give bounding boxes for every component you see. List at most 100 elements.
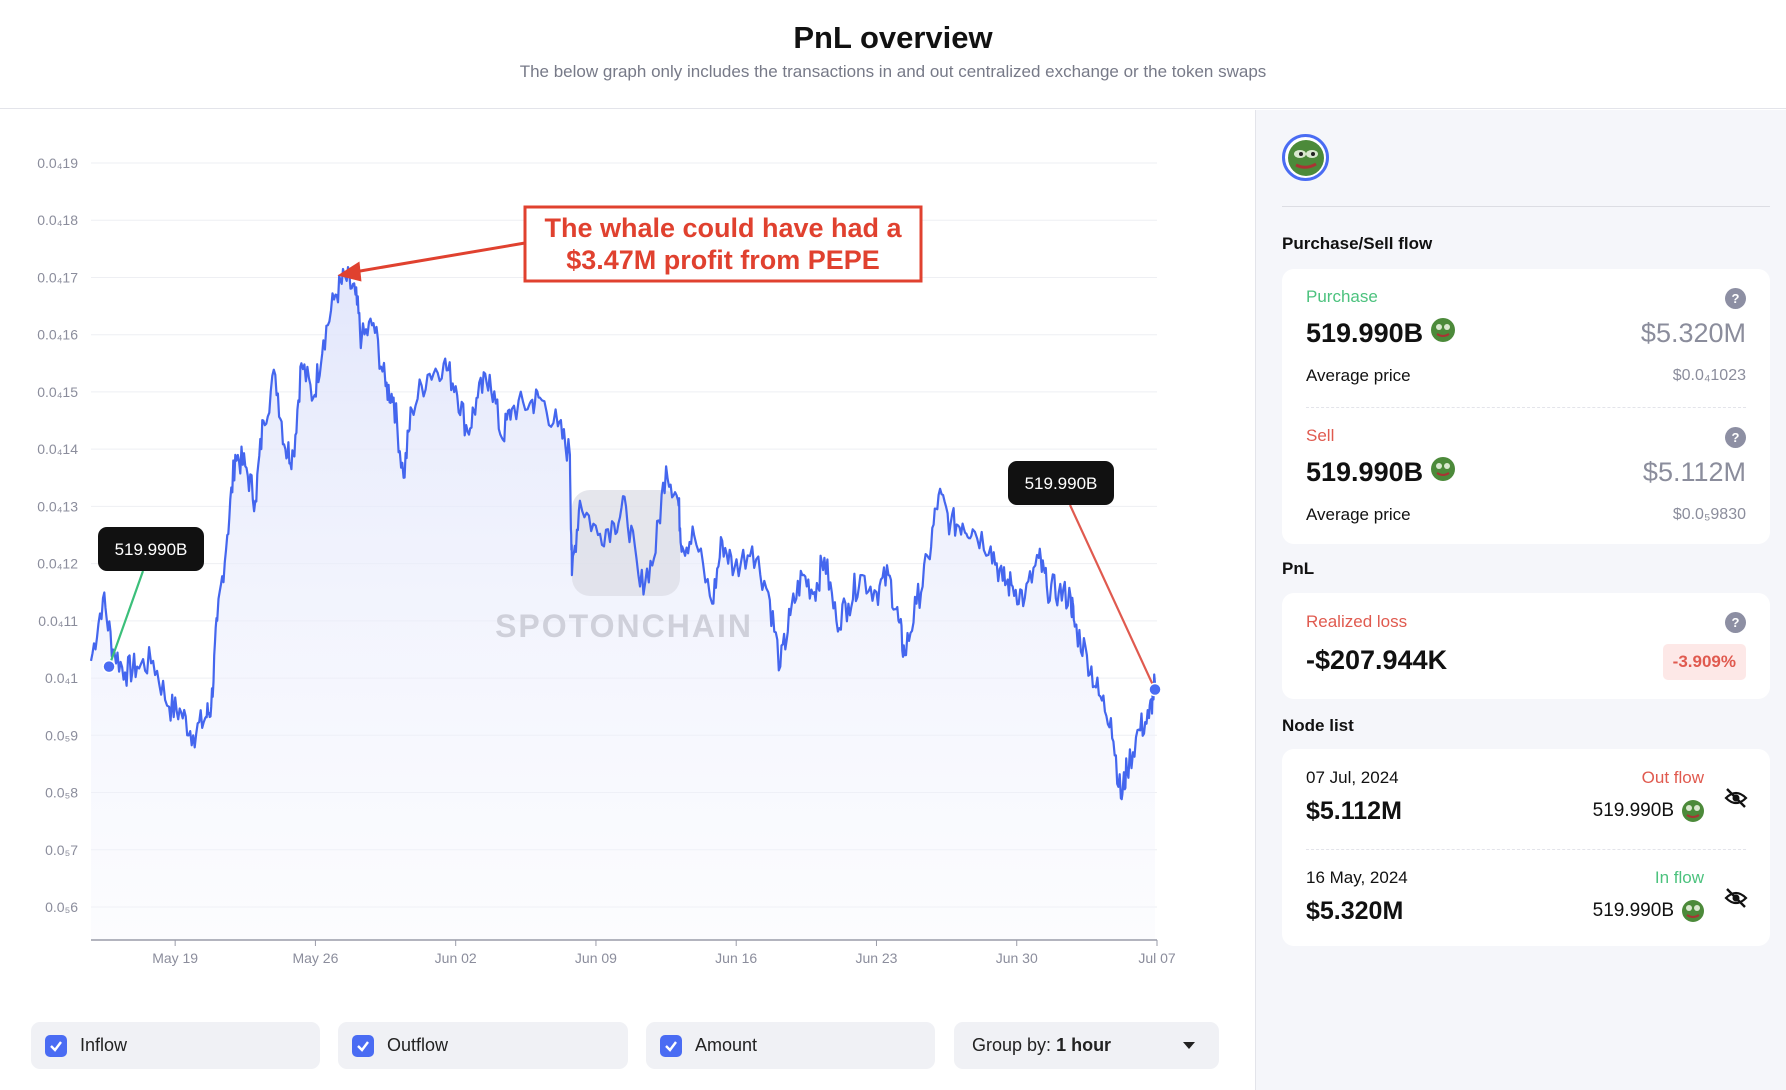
page-header: PnL overview The below graph only includ… xyxy=(0,0,1786,109)
help-icon[interactable]: ? xyxy=(1725,612,1746,633)
price-area xyxy=(91,267,1155,941)
pnl-card: Realized loss ? -$207.944K -3.909% xyxy=(1282,593,1770,699)
inflow-tooltip-label: 519.990B xyxy=(115,540,188,559)
y-tick-label: 0.0₄14 xyxy=(37,441,78,457)
y-tick-label: 0.0₄18 xyxy=(37,212,78,228)
annotation-text: The whale could have had a xyxy=(544,213,902,243)
amount-label: Amount xyxy=(695,1035,758,1055)
purchase-avg-price: $0.0₄1023 xyxy=(1672,367,1746,384)
loss-percent-badge: -3.909% xyxy=(1662,644,1746,680)
chevron-down-icon xyxy=(1183,1042,1195,1049)
pepe-icon xyxy=(1431,318,1456,349)
purchase-avg-label: Average price xyxy=(1306,366,1411,385)
pnl-title: PnL xyxy=(1282,559,1315,578)
sell-amount-value: 519.990B xyxy=(1306,457,1424,487)
x-tick-label: May 19 xyxy=(152,950,198,966)
chart-panel: 0.0₄19 0.0₄18 0.0₄17 0.0₄16 0.0₄15 0.0₄14 0.0₄… xyxy=(0,110,1255,1090)
annotation-box xyxy=(523,205,923,283)
divider xyxy=(1282,206,1770,207)
node-date: 07 Jul, 2024 xyxy=(1306,768,1399,787)
realized-loss-label: Realized loss xyxy=(1306,612,1408,631)
sell-amount: 519.990B xyxy=(1306,457,1456,488)
inflow-label: Inflow xyxy=(80,1035,128,1055)
sell-avg-label: Average price xyxy=(1306,505,1411,524)
x-tick-label: May 26 xyxy=(292,950,338,966)
outflow-connector xyxy=(1069,504,1156,690)
checkbox-checked-icon[interactable] xyxy=(45,1034,67,1057)
inflow-toggle[interactable]: Inflow xyxy=(31,1022,320,1069)
checkbox-checked-icon[interactable] xyxy=(660,1034,682,1057)
watermark-text: SPOTONCHAIN xyxy=(495,608,753,644)
node-item[interactable]: 07 Jul, 2024 Out flow $5.112M 519.990B xyxy=(1282,749,1770,849)
help-icon[interactable]: ? xyxy=(1725,288,1746,309)
y-tick-label: 0.0₄15 xyxy=(37,384,78,400)
pepe-icon xyxy=(1431,457,1456,488)
token-avatar xyxy=(1282,134,1329,181)
node-value: $5.320M xyxy=(1306,897,1404,925)
y-tick-label: 0.0₄12 xyxy=(37,556,78,572)
outflow-point xyxy=(1148,682,1162,697)
node-item[interactable]: 16 May, 2024 In flow $5.320M 519.990B xyxy=(1282,849,1770,946)
node-flow: Out flow xyxy=(1641,768,1704,787)
page-subtitle: The below graph only includes the transa… xyxy=(519,62,1267,81)
purchase-sell-title: Purchase/Sell flow xyxy=(1282,234,1433,253)
outflow-toggle[interactable]: Outflow xyxy=(338,1022,628,1069)
node-list-card: 07 Jul, 2024 Out flow $5.112M 519.990B 1… xyxy=(1282,749,1770,946)
eye-slash-icon[interactable] xyxy=(1724,787,1748,809)
purchase-value: $5.320M xyxy=(1640,318,1746,348)
node-flow: In flow xyxy=(1654,868,1704,887)
divider xyxy=(1306,849,1746,850)
x-tick-label: Jun 23 xyxy=(855,950,897,966)
x-tick-label: Jun 16 xyxy=(715,950,757,966)
y-tick-label: 0.0₄16 xyxy=(37,327,78,343)
realized-loss-value: -$207.944K xyxy=(1306,645,1448,675)
amount-toggle[interactable]: Amount xyxy=(646,1022,935,1069)
annotation-arrow xyxy=(351,241,526,274)
inflow-tooltip xyxy=(98,527,204,571)
watermark-logo xyxy=(572,490,680,596)
node-amount: 519.990B xyxy=(1593,800,1704,822)
y-tick-label: 0.0₄17 xyxy=(37,269,78,285)
node-list-title: Node list xyxy=(1282,716,1354,735)
purchase-amount-value: 519.990B xyxy=(1306,318,1424,348)
pepe-icon xyxy=(1682,900,1704,922)
y-tick-label: 0.0₅8 xyxy=(45,785,78,801)
sidebar: Purchase/Sell flow Purchase ? 519.990B $… xyxy=(1255,110,1786,1090)
outflow-tooltip xyxy=(1008,461,1114,505)
group-by-select[interactable]: Group by: 1 hour xyxy=(954,1022,1219,1069)
checkbox-checked-icon[interactable] xyxy=(352,1034,374,1057)
y-tick-label: 0.0₄19 xyxy=(37,155,78,171)
group-by-label: Group by: xyxy=(972,1035,1052,1055)
sell-label: Sell xyxy=(1306,426,1335,445)
x-tick-label: Jun 02 xyxy=(435,950,477,966)
arrowhead-icon xyxy=(337,261,362,282)
y-tick-label: 0.0₅6 xyxy=(45,899,78,915)
watermark: SPOTONCHAIN xyxy=(495,490,753,644)
page-title: PnL overview xyxy=(793,20,993,55)
x-tick-label: Jun 09 xyxy=(575,950,617,966)
inflow-connector xyxy=(107,570,145,667)
outflow-label: Outflow xyxy=(387,1035,449,1055)
purchase-amount: 519.990B xyxy=(1306,318,1456,349)
sell-value: $5.112M xyxy=(1642,457,1746,487)
node-value: $5.112M xyxy=(1306,797,1402,825)
purchase-sell-card: Purchase ? 519.990B $5.320M Average pric… xyxy=(1282,269,1770,544)
y-tick-label: 0.0₄11 xyxy=(38,613,78,629)
y-tick-label: 0.0₅7 xyxy=(45,842,78,858)
purchase-label: Purchase xyxy=(1306,287,1378,306)
help-icon[interactable]: ? xyxy=(1725,427,1746,448)
node-amount: 519.990B xyxy=(1593,900,1704,922)
annotation-text: $3.47M profit from PEPE xyxy=(566,245,880,275)
group-by-value: 1 hour xyxy=(1056,1035,1112,1055)
pnl-chart: 0.0₄19 0.0₄18 0.0₄17 0.0₄16 0.0₄15 0.0₄14 0.0₄… xyxy=(37,155,1176,966)
price-line xyxy=(89,266,1157,801)
eye-slash-icon[interactable] xyxy=(1724,887,1748,909)
sell-avg-price: $0.0₅9830 xyxy=(1672,506,1746,523)
node-amount-value: 519.990B xyxy=(1592,900,1674,921)
pepe-icon xyxy=(1682,800,1704,822)
node-amount-value: 519.990B xyxy=(1592,800,1674,821)
y-tick-label: 0.0₄13 xyxy=(37,498,78,514)
x-tick-label: Jun 30 xyxy=(996,950,1038,966)
divider xyxy=(1306,407,1746,408)
y-tick-label: 0.0₄1 xyxy=(45,670,78,686)
